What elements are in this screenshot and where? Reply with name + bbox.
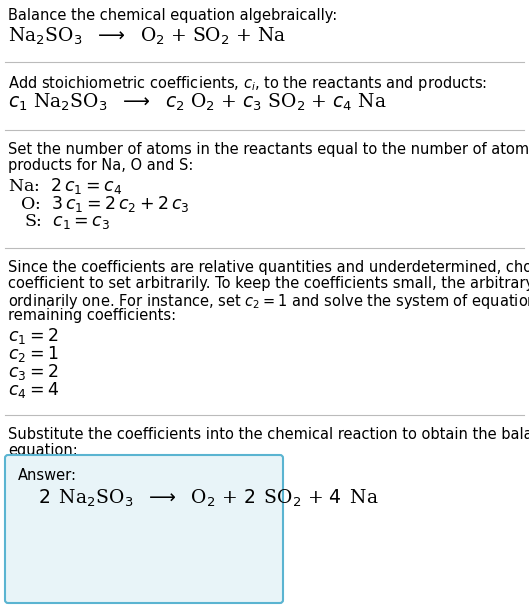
Text: O:  $3\,c_1 = 2\,c_2 + 2\,c_3$: O: $3\,c_1 = 2\,c_2 + 2\,c_3$	[20, 194, 189, 214]
Text: equation:: equation:	[8, 443, 78, 458]
Text: Set the number of atoms in the reactants equal to the number of atoms in the: Set the number of atoms in the reactants…	[8, 142, 529, 157]
Text: Balance the chemical equation algebraically:: Balance the chemical equation algebraica…	[8, 8, 338, 23]
Text: Substitute the coefficients into the chemical reaction to obtain the balanced: Substitute the coefficients into the che…	[8, 427, 529, 442]
FancyBboxPatch shape	[5, 455, 283, 603]
Text: Na:  $2\,c_1 = c_4$: Na: $2\,c_1 = c_4$	[8, 176, 122, 196]
Text: $c_3 = 2$: $c_3 = 2$	[8, 362, 58, 382]
Text: Since the coefficients are relative quantities and underdetermined, choose a: Since the coefficients are relative quan…	[8, 260, 529, 275]
Text: $2\,$ Na$_2$SO$_3$  $\longrightarrow$  O$_2$ + $2\,$ SO$_2$ + $4\,$ Na: $2\,$ Na$_2$SO$_3$ $\longrightarrow$ O$_…	[38, 488, 379, 509]
Text: $c_4 = 4$: $c_4 = 4$	[8, 380, 59, 400]
Text: $c_1$ Na$_2$SO$_3$  $\longrightarrow$  $c_2$ O$_2$ + $c_3$ SO$_2$ + $c_4$ Na: $c_1$ Na$_2$SO$_3$ $\longrightarrow$ $c_…	[8, 92, 387, 114]
Text: $c_2 = 1$: $c_2 = 1$	[8, 344, 59, 364]
Text: ordinarily one. For instance, set $c_2 = 1$ and solve the system of equations fo: ordinarily one. For instance, set $c_2 =…	[8, 292, 529, 311]
Text: Add stoichiometric coefficients, $c_i$, to the reactants and products:: Add stoichiometric coefficients, $c_i$, …	[8, 74, 487, 93]
Text: Na$_2$SO$_3$  $\longrightarrow$  O$_2$ + SO$_2$ + Na: Na$_2$SO$_3$ $\longrightarrow$ O$_2$ + S…	[8, 26, 286, 47]
Text: remaining coefficients:: remaining coefficients:	[8, 308, 176, 323]
Text: products for Na, O and S:: products for Na, O and S:	[8, 158, 194, 173]
Text: coefficient to set arbitrarily. To keep the coefficients small, the arbitrary va: coefficient to set arbitrarily. To keep …	[8, 276, 529, 291]
Text: Answer:: Answer:	[18, 468, 77, 483]
Text: S:  $c_1 = c_3$: S: $c_1 = c_3$	[24, 212, 110, 231]
Text: $c_1 = 2$: $c_1 = 2$	[8, 326, 58, 346]
